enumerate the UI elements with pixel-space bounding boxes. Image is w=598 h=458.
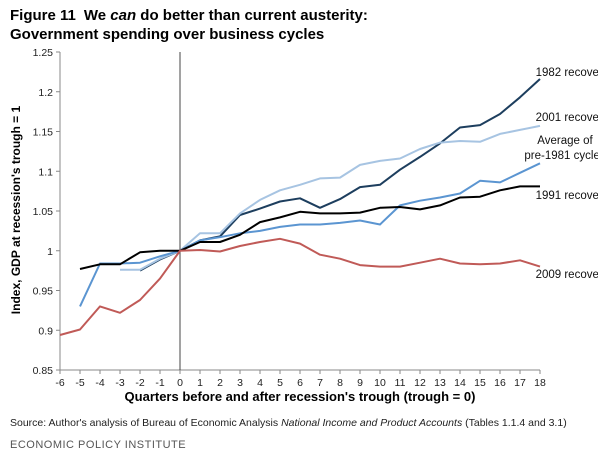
x-tick-label: -2 <box>135 377 144 389</box>
y-tick-label: 1.15 <box>33 127 54 139</box>
title-line-1-end: do better than current austerity: <box>136 7 368 24</box>
x-tick-label: 12 <box>414 377 426 389</box>
x-tick-label: 18 <box>534 377 546 389</box>
source-text-start: Source: Author's analysis of Bureau of E… <box>10 417 282 429</box>
x-tick-label: 14 <box>454 377 466 389</box>
x-tick-label: 16 <box>494 377 506 389</box>
series-line-2001-recovery <box>120 124 541 271</box>
title-emphasis: can <box>110 7 137 24</box>
x-tick-label: 4 <box>257 377 263 389</box>
x-tick-label: 13 <box>434 377 446 389</box>
y-tick-label: 1.25 <box>33 47 54 59</box>
x-tick-label: 2 <box>217 377 223 389</box>
y-tick-label: 0.85 <box>33 365 54 377</box>
series-line-average-of-pre-1981-cycles <box>79 162 541 307</box>
x-tick-label: -4 <box>95 377 104 389</box>
x-tick-label: 5 <box>277 377 283 389</box>
x-tick-label: 7 <box>317 377 323 389</box>
series-label: pre-1981 cycles <box>524 150 598 162</box>
x-tick-label: 17 <box>514 377 526 389</box>
title-line-2: Government spending over business cycles <box>10 26 325 43</box>
x-axis-label: Quarters before and after recession's tr… <box>125 389 476 404</box>
series-line-1991-recovery <box>79 185 540 270</box>
x-tick-label: -5 <box>75 377 84 389</box>
y-tick-label: 0.95 <box>33 286 54 298</box>
x-tick-label: 10 <box>374 377 386 389</box>
series-line-2009-recovery <box>59 237 541 336</box>
figure-number: Figure 11 <box>10 7 76 24</box>
y-tick-label: 0.9 <box>38 325 53 337</box>
x-tick-label: -3 <box>115 377 124 389</box>
title-line-1: Figure 11 We can do better than current a… <box>10 6 590 25</box>
title-line-1-start: We <box>83 7 111 24</box>
chart-axes: 0.85 0.9 0.95 1 1.05 1.1 1.15 1.2 1.25 -6 -5 -4 -3 -2… <box>33 47 546 389</box>
source-text-end: (Tables 1.1.4 and 3.1) <box>462 417 567 429</box>
series-label: 1991 recovery <box>536 190 598 202</box>
x-tick-label: 15 <box>474 377 486 389</box>
x-tick-label: -6 <box>55 377 64 389</box>
series-label: 2001 recovery <box>536 112 598 124</box>
x-tick-label: 11 <box>395 377 406 389</box>
y-tick-label: 1.1 <box>38 166 53 178</box>
x-tick-label: 8 <box>337 377 343 389</box>
y-tick-label: 1.2 <box>38 87 53 99</box>
series-label: 1982 recovery <box>536 67 598 79</box>
source-note: Source: Author's analysis of Bureau of E… <box>10 417 567 429</box>
footer-brand: ECONOMIC POLICY INSTITUTE <box>10 439 187 451</box>
x-tick-label: 9 <box>357 377 363 389</box>
x-tick-label: -1 <box>155 377 164 389</box>
y-tick-label: 1.05 <box>33 206 54 218</box>
x-tick-label: 1 <box>197 377 203 389</box>
chart-series <box>59 78 541 336</box>
x-tick-label: 6 <box>297 377 303 389</box>
y-axis-label: Index, GDP at recession's trough = 1 <box>9 105 23 314</box>
chart-title: Figure 11 We can do better than current a… <box>10 6 590 44</box>
series-labels: 1982 recovery 2001 recovery Average of pre-… <box>524 67 598 281</box>
series-label: Average of <box>537 135 593 147</box>
y-tick-label: 1 <box>47 246 53 258</box>
x-tick-label: 3 <box>237 377 243 389</box>
x-tick-label: 0 <box>177 377 183 389</box>
series-label: 2009 recovery <box>536 269 598 281</box>
source-publication: National Income and Product Accounts <box>281 417 463 429</box>
